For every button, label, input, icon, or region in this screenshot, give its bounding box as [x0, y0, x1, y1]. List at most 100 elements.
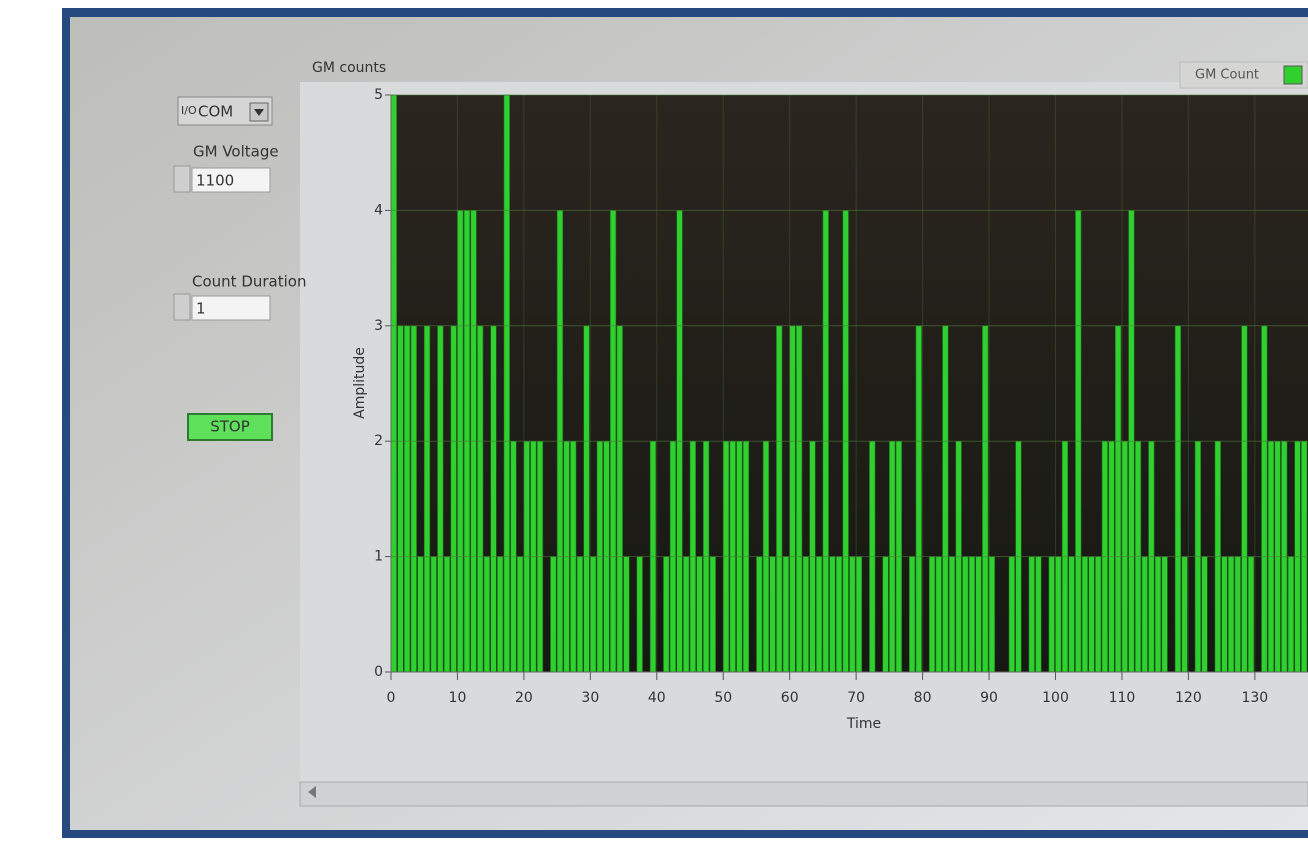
bar	[1228, 557, 1234, 672]
x-tick-label: 120	[1175, 690, 1202, 706]
bar	[391, 95, 397, 672]
bar	[637, 557, 643, 672]
bar	[577, 557, 583, 672]
bar	[697, 557, 703, 672]
bar	[1036, 557, 1042, 672]
bar	[776, 326, 782, 672]
bar	[883, 557, 889, 672]
bar	[517, 557, 523, 672]
bar	[790, 326, 796, 672]
bar	[617, 326, 623, 672]
x-tick-label: 0	[387, 690, 396, 706]
bar	[756, 557, 762, 672]
x-tick-label: 10	[449, 690, 467, 706]
x-tick-label: 110	[1109, 690, 1136, 706]
bar	[943, 326, 949, 672]
stop-label[interactable]: STOP	[210, 418, 250, 436]
bar	[796, 326, 802, 672]
voltage-label: GM Voltage	[193, 143, 279, 161]
bar	[424, 326, 430, 672]
bar	[836, 557, 842, 672]
spinner[interactable]	[174, 294, 190, 320]
x-axis-label: Time	[846, 716, 881, 732]
x-tick-label: 90	[980, 690, 998, 706]
legend-label: GM Count	[1195, 68, 1259, 83]
x-tick-label: 100	[1042, 690, 1069, 706]
x-tick-label: 70	[847, 690, 865, 706]
y-tick-label: 3	[374, 318, 383, 334]
bar	[624, 557, 630, 672]
bar	[1162, 557, 1168, 672]
bar	[1235, 557, 1241, 672]
bar	[1248, 557, 1254, 672]
bar	[936, 557, 942, 672]
bar	[710, 557, 716, 672]
y-tick-label: 5	[374, 87, 383, 103]
bar	[404, 326, 410, 672]
bar	[398, 326, 404, 672]
duration-value[interactable]: 1	[196, 300, 206, 318]
bar	[909, 557, 915, 672]
y-tick-label: 4	[374, 202, 383, 218]
bar	[929, 557, 935, 672]
y-tick-label: 1	[374, 549, 383, 565]
bar	[444, 557, 450, 672]
bar	[916, 326, 922, 672]
duration-label: Count Duration	[192, 273, 306, 291]
bar	[1142, 557, 1148, 672]
x-tick-label: 40	[648, 690, 666, 706]
x-tick-label: 20	[515, 690, 533, 706]
bar	[411, 326, 417, 672]
bar	[1069, 557, 1075, 672]
bar	[962, 557, 968, 672]
spinner[interactable]	[174, 166, 190, 192]
bar	[484, 557, 490, 672]
x-tick-label: 60	[781, 690, 799, 706]
bar	[1288, 557, 1294, 672]
bar	[1155, 557, 1161, 672]
bar	[816, 557, 822, 672]
bar	[1175, 326, 1181, 672]
y-tick-label: 0	[374, 664, 383, 680]
bar	[497, 557, 503, 672]
y-tick-label: 2	[374, 433, 383, 449]
bar	[418, 557, 424, 672]
bar	[803, 557, 809, 672]
bar	[451, 326, 457, 672]
x-tick-label: 50	[714, 690, 732, 706]
bar	[1082, 557, 1088, 672]
bar	[1049, 557, 1055, 672]
bar	[590, 557, 596, 672]
bar	[1182, 557, 1188, 672]
bar	[1089, 557, 1095, 672]
scrollbar[interactable]	[300, 782, 1308, 806]
bar	[856, 557, 862, 672]
x-tick-label: 80	[914, 690, 932, 706]
bar	[982, 326, 988, 672]
port-value[interactable]: COM	[198, 103, 233, 121]
bar	[1261, 326, 1267, 672]
bar	[491, 326, 497, 672]
chart-title: GM counts	[312, 60, 386, 76]
legend-swatch	[1284, 66, 1302, 84]
bar	[1009, 557, 1015, 672]
bar	[783, 557, 789, 672]
bar	[1055, 557, 1061, 672]
bar	[989, 557, 995, 672]
voltage-value[interactable]: 1100	[196, 172, 234, 190]
bar	[663, 557, 669, 672]
bar	[683, 557, 689, 672]
x-tick-label: 130	[1241, 690, 1268, 706]
bar	[1029, 557, 1035, 672]
bar	[550, 557, 556, 672]
bar	[1095, 557, 1101, 672]
bar	[969, 557, 975, 672]
bar	[504, 95, 510, 672]
bar	[1222, 557, 1228, 672]
y-axis-label: Amplitude	[352, 347, 368, 419]
bar	[431, 557, 437, 672]
bar	[770, 557, 776, 672]
bar	[850, 557, 856, 672]
bar	[477, 326, 483, 672]
bar	[1115, 326, 1121, 672]
